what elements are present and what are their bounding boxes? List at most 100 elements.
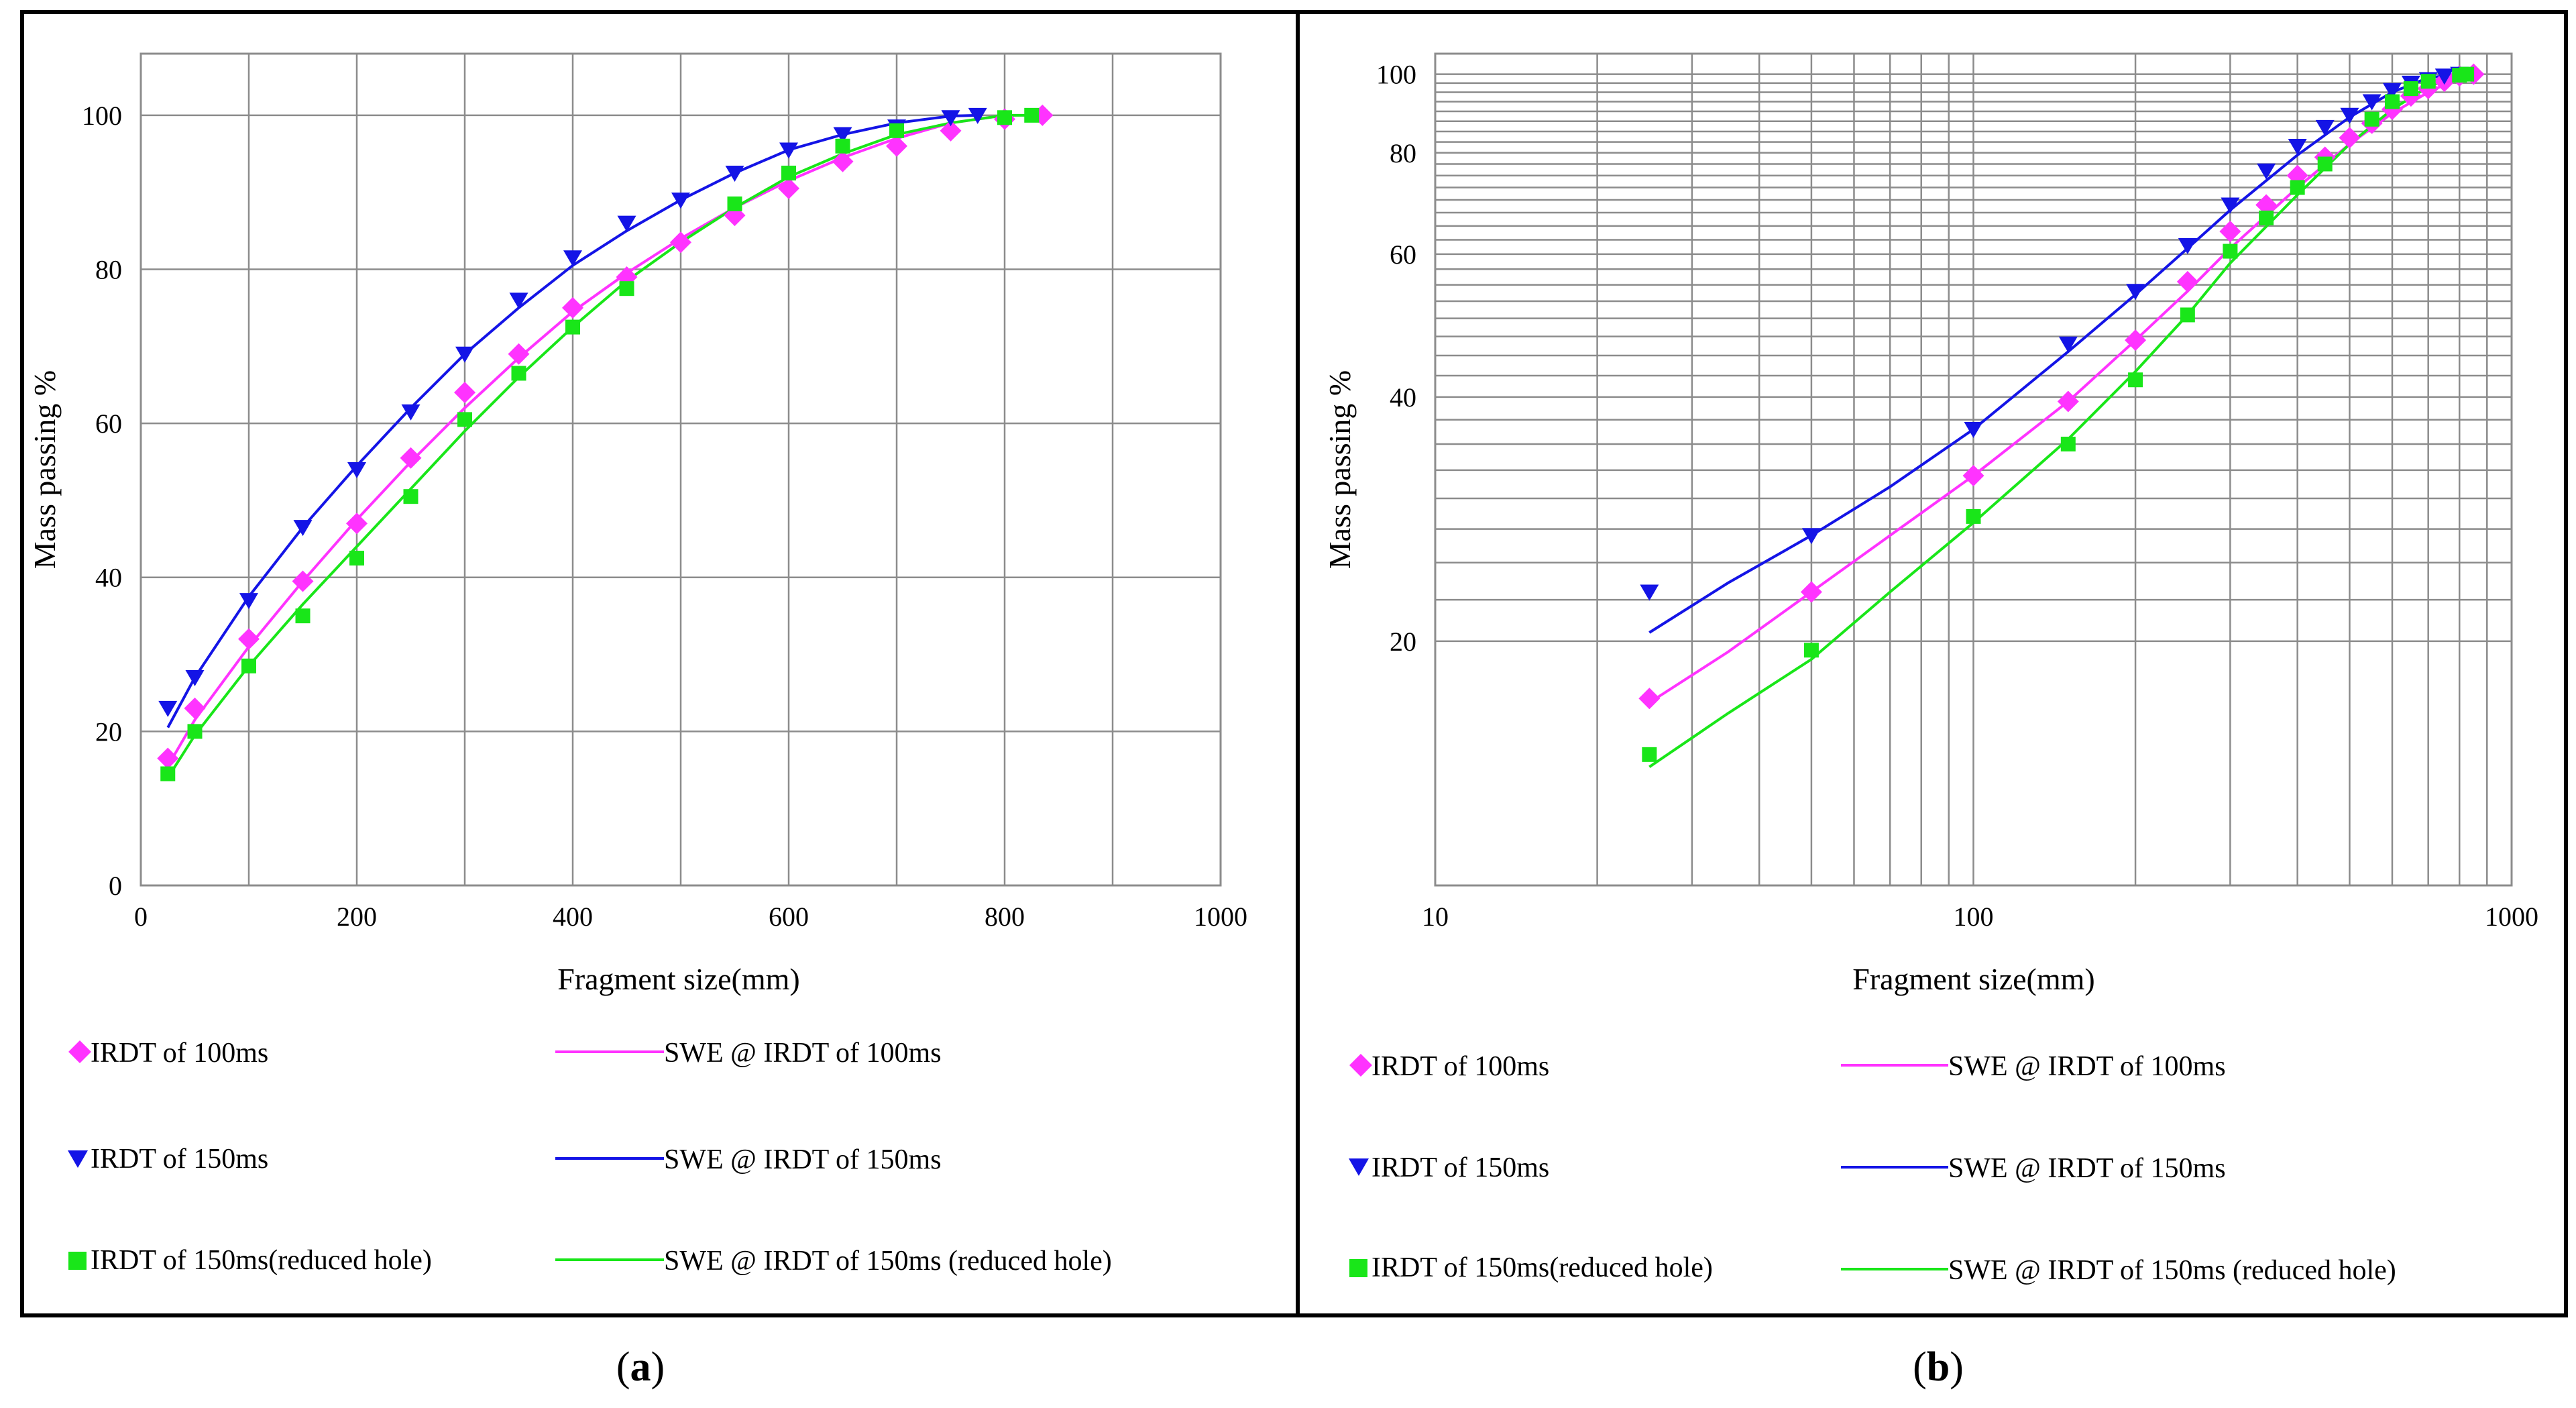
data-point-s150r	[349, 551, 364, 566]
data-point-s150	[563, 250, 582, 267]
data-point-s150	[2288, 139, 2307, 156]
x-tick-label: 200	[337, 902, 377, 932]
data-point-s100	[2219, 221, 2241, 243]
data-point-s150r	[2128, 372, 2143, 388]
data-point-s100	[508, 343, 530, 365]
x-tick-label: 1000	[1194, 902, 1247, 932]
legend-marker-150ms-reduced	[1349, 1259, 1367, 1277]
x-tick-label: 1000	[2485, 902, 2538, 932]
legend-marker-100ms	[1349, 1054, 1372, 1077]
data-point-s150r	[1966, 508, 1981, 524]
plot-b-xticks: 10 100 1000	[1422, 902, 2538, 932]
plot-b-grid	[1434, 54, 2513, 885]
data-point-s150r	[997, 110, 1012, 125]
data-point-s150r	[2223, 243, 2238, 259]
y-tick-label: 80	[95, 254, 122, 284]
y-tick-label: 40	[1390, 382, 1416, 413]
data-point-s150r	[241, 658, 256, 673]
data-point-s150	[1801, 528, 1821, 545]
legend-label-100ms: IRDT of 100ms	[1371, 1051, 1549, 1082]
legend-label-swe-100ms: SWE @ IRDT of 100ms	[664, 1038, 942, 1069]
data-point-s100	[562, 296, 583, 319]
data-point-s150	[2178, 237, 2197, 254]
x-tick-label: 0	[134, 902, 148, 932]
y-tick-label: 60	[1390, 239, 1416, 270]
legend-marker-150ms	[68, 1150, 88, 1168]
plot-a-yticks: 0 20 40 60 80 100	[82, 101, 122, 901]
data-point-s150	[401, 404, 421, 421]
plot-a-ylabel: Mass passing %	[27, 370, 62, 569]
data-point-s150	[2362, 94, 2382, 111]
y-tick-label: 40	[95, 563, 122, 593]
data-point-s150r	[565, 319, 580, 335]
data-point-s100	[2057, 390, 2079, 413]
data-point-s100	[1962, 465, 1984, 487]
legend-label-150ms-reduced: IRDT of 150ms(reduced hole)	[91, 1245, 432, 1276]
data-point-s150	[293, 520, 313, 537]
data-point-s100	[2255, 194, 2278, 216]
legend-marker-150ms-reduced	[68, 1252, 87, 1270]
x-tick-label: 10	[1422, 902, 1449, 932]
data-point-s150r	[2420, 74, 2436, 89]
data-point-s150r	[2459, 66, 2474, 82]
legend-marker-100ms	[68, 1040, 91, 1063]
data-point-s100	[886, 135, 907, 157]
x-tick-label: 100	[1954, 902, 1994, 932]
data-point-s100	[1800, 581, 1822, 603]
data-point-s100	[238, 628, 260, 650]
data-point-s150	[725, 165, 744, 182]
legend-label-swe-150ms-reduced: SWE @ IRDT of 150ms (reduced hole)	[1948, 1255, 2396, 1286]
panel-a: 0 200 400 600 800 1000 0 20 40 60 80 100 Fragment …	[20, 10, 1300, 1317]
data-point-s150	[2434, 68, 2454, 85]
data-point-s150r	[2317, 156, 2333, 172]
plot-b-yticks: 20 40 60 80 100	[1376, 60, 1416, 657]
data-point-s150r	[2384, 94, 2400, 109]
data-point-s100	[157, 747, 179, 769]
plot-b-legend: IRDT of 100ms SWE @ IRDT of 100ms IRDT o…	[1349, 1051, 2396, 1286]
data-point-s150	[833, 127, 852, 144]
data-point-s150r	[511, 366, 526, 381]
data-point-s150r	[403, 489, 418, 504]
data-point-s150	[158, 700, 178, 717]
data-point-s100	[2125, 329, 2147, 351]
x-tick-label: 400	[553, 902, 593, 932]
legend-label-swe-150ms: SWE @ IRDT of 150ms	[1948, 1153, 2226, 1184]
data-point-s100	[184, 697, 206, 719]
data-point-s150r	[187, 724, 203, 739]
caption-b: (b)	[1913, 1344, 1964, 1390]
data-point-s100	[2339, 127, 2361, 149]
legend-marker-150ms	[1349, 1158, 1369, 1176]
data-point-s150	[2315, 119, 2335, 136]
data-point-s100	[940, 119, 962, 142]
data-point-s100	[778, 177, 799, 199]
plot-a-xlabel: Fragment size(mm)	[557, 962, 800, 996]
data-point-s150r	[2290, 180, 2305, 195]
plot-b-ylabel: Mass passing %	[1323, 370, 1357, 569]
plot-a-xticks: 0 200 400 600 800 1000	[134, 902, 1247, 932]
data-point-s100	[292, 570, 314, 592]
data-point-s150	[2126, 284, 2145, 301]
data-point-s150	[617, 215, 636, 232]
data-point-s100	[2176, 270, 2198, 292]
data-point-s150	[671, 193, 690, 209]
data-point-s150r	[2060, 437, 2076, 452]
y-tick-label: 20	[95, 716, 122, 747]
data-point-s100	[670, 231, 691, 254]
legend-label-100ms: IRDT of 100ms	[91, 1038, 268, 1069]
data-point-s150r	[619, 281, 634, 296]
data-point-s150r	[160, 766, 176, 781]
data-point-s150r	[1642, 747, 1657, 762]
x-tick-label: 800	[985, 902, 1025, 932]
x-tick-label: 600	[769, 902, 809, 932]
fit-line-s150r	[166, 113, 1032, 779]
legend-label-swe-150ms: SWE @ IRDT of 150ms	[664, 1144, 942, 1175]
y-tick-label: 100	[82, 101, 122, 131]
data-point-s100	[400, 447, 422, 469]
data-point-s150r	[295, 608, 311, 624]
data-point-s150r	[1024, 107, 1040, 123]
data-point-s100	[1638, 688, 1661, 710]
data-point-s150	[2382, 83, 2402, 99]
data-point-s150r	[2180, 307, 2195, 323]
